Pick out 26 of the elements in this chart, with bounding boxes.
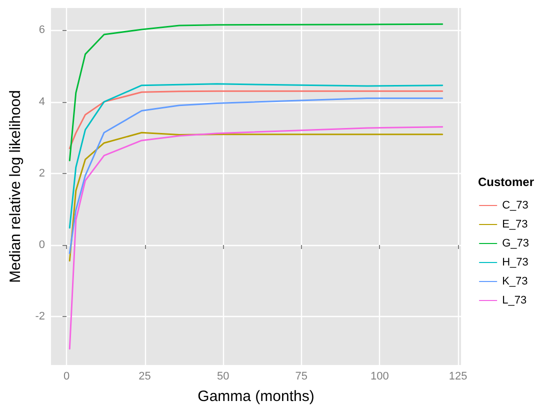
line-series: [68, 97, 444, 254]
legend-label: C_73: [502, 200, 528, 212]
y-tick-label: 0: [38, 239, 45, 252]
y-axis-title: Median relative log likelihood: [7, 90, 24, 283]
legend-label: E_73: [502, 218, 528, 230]
line-series: [68, 132, 444, 262]
legend-label: K_73: [502, 276, 528, 288]
y-tick-label: 4: [38, 96, 45, 108]
x-tick-label: 50: [216, 370, 230, 382]
legend-label: G_73: [502, 238, 530, 250]
y-tick-label: 6: [38, 24, 45, 36]
legend-label: H_73: [502, 256, 528, 268]
x-tick-label: 125: [448, 370, 468, 382]
x-tick-label: 100: [370, 370, 389, 382]
x-tick-label: 0: [63, 370, 70, 382]
line-series: [68, 90, 444, 150]
line-series: [68, 83, 444, 229]
y-tick-label: -2: [35, 310, 45, 323]
line-series: [68, 23, 444, 162]
y-tick-label: 2: [38, 167, 45, 180]
x-tick-label: 25: [138, 370, 151, 382]
legend-label: L_73: [502, 294, 527, 306]
x-tick-label: 75: [295, 370, 308, 382]
x-axis-title: Gamma (months): [198, 388, 314, 405]
legend-title: Customer: [478, 175, 534, 189]
line-series: [68, 126, 444, 350]
